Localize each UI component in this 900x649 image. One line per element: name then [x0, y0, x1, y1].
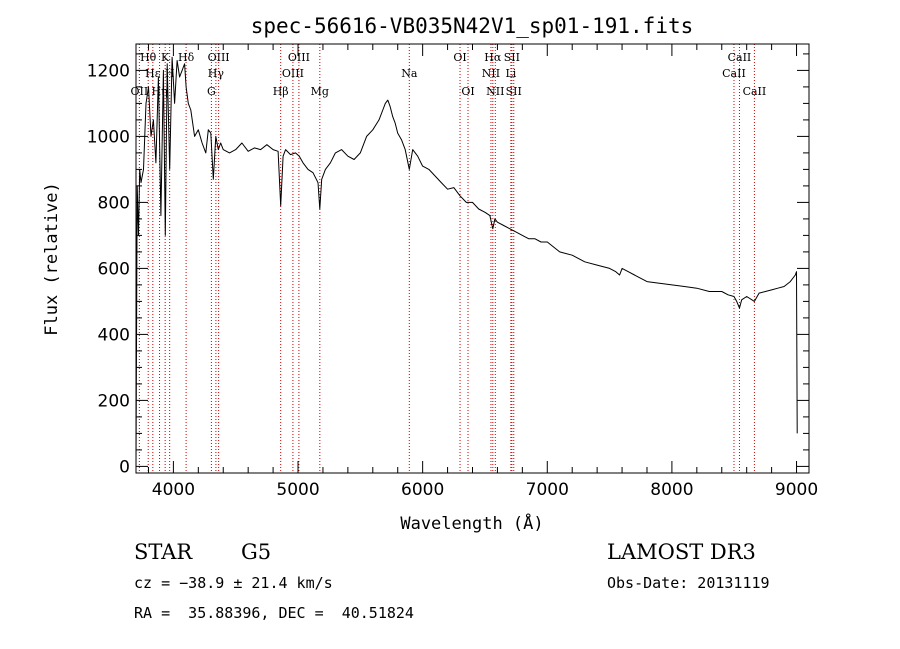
spectral-line-label: Hβ — [273, 85, 289, 98]
spectral-line-label: Li — [505, 67, 516, 80]
spectral-line-label: OIII — [208, 51, 230, 64]
y-tick-label: 200 — [98, 391, 130, 411]
plot-frame — [135, 43, 810, 474]
spectral-line-label: SII — [506, 85, 522, 98]
spectral-line-label: OII — [131, 85, 149, 98]
spectrum-series-line — [135, 56, 798, 467]
object-subclass: G5 — [241, 540, 272, 564]
x-tick-label: 4000 — [152, 480, 195, 500]
chart-title: spec-56616-VB035N42V1_sp01-191.fits — [251, 14, 694, 38]
spectral-line-label: OI — [461, 85, 474, 98]
axis-ticks: 4000 5000 6000 7000 8000 9000 0 200 400 600 800 100… — [87, 44, 818, 500]
spectral-line-label: NII — [486, 85, 504, 98]
spectral-line-label: Mg — [311, 85, 329, 98]
spectral-line-label: OIII — [288, 51, 310, 64]
spectral-line-markers — [138, 44, 755, 473]
spectral-line-label: G — [207, 85, 216, 98]
observation-date: Obs-Date: 20131119 — [607, 574, 770, 592]
x-tick-label: 8000 — [650, 480, 693, 500]
x-tick-label: 5000 — [276, 480, 319, 500]
coordinates: RA = 35.88396, DEC = 40.51824 — [134, 604, 414, 622]
y-tick-label: 800 — [98, 193, 130, 213]
spectral-line-label: K — [161, 51, 170, 64]
spectrum-data — [135, 56, 798, 467]
survey-name: LAMOST DR3 — [607, 540, 756, 564]
x-axis-label: Wavelength (Å) — [400, 512, 543, 534]
redshift-velocity: cz = −38.9 ± 21.4 km/s — [134, 574, 333, 592]
spectral-line-label: Hθ — [140, 51, 157, 64]
spectral-line-label: Hε — [145, 67, 161, 80]
x-tick-label: 7000 — [526, 480, 569, 500]
spectral-line-label: OI — [453, 51, 466, 64]
x-tick-label: 6000 — [401, 480, 444, 500]
spectral-line-label: NII — [482, 67, 500, 80]
spectral-line-label: SII — [504, 51, 520, 64]
spectral-line-label: Hγ — [208, 67, 225, 80]
y-tick-label: 1200 — [87, 61, 130, 81]
y-tick-label: 400 — [98, 325, 130, 345]
spectral-line-label: CaII — [722, 67, 746, 80]
spectral-line-label: CaII — [728, 51, 752, 64]
spectral-line-label: Hδ — [178, 51, 195, 64]
y-tick-label: 0 — [119, 457, 130, 477]
spectral-line-label: Na — [401, 67, 418, 80]
x-tick-label: 9000 — [775, 480, 818, 500]
spectral-line-label: H — [165, 67, 175, 80]
object-class: STAR — [134, 540, 193, 564]
y-tick-label: 600 — [98, 259, 130, 279]
spectral-line-label: CaII — [743, 85, 767, 98]
spectral-line-label: Hη — [151, 85, 167, 98]
spectral-line-label: Hα — [484, 51, 502, 64]
spectral-line-label: OIII — [282, 67, 304, 80]
y-tick-label: 1000 — [87, 127, 130, 147]
y-axis-label: Flux (relative) — [42, 182, 62, 336]
